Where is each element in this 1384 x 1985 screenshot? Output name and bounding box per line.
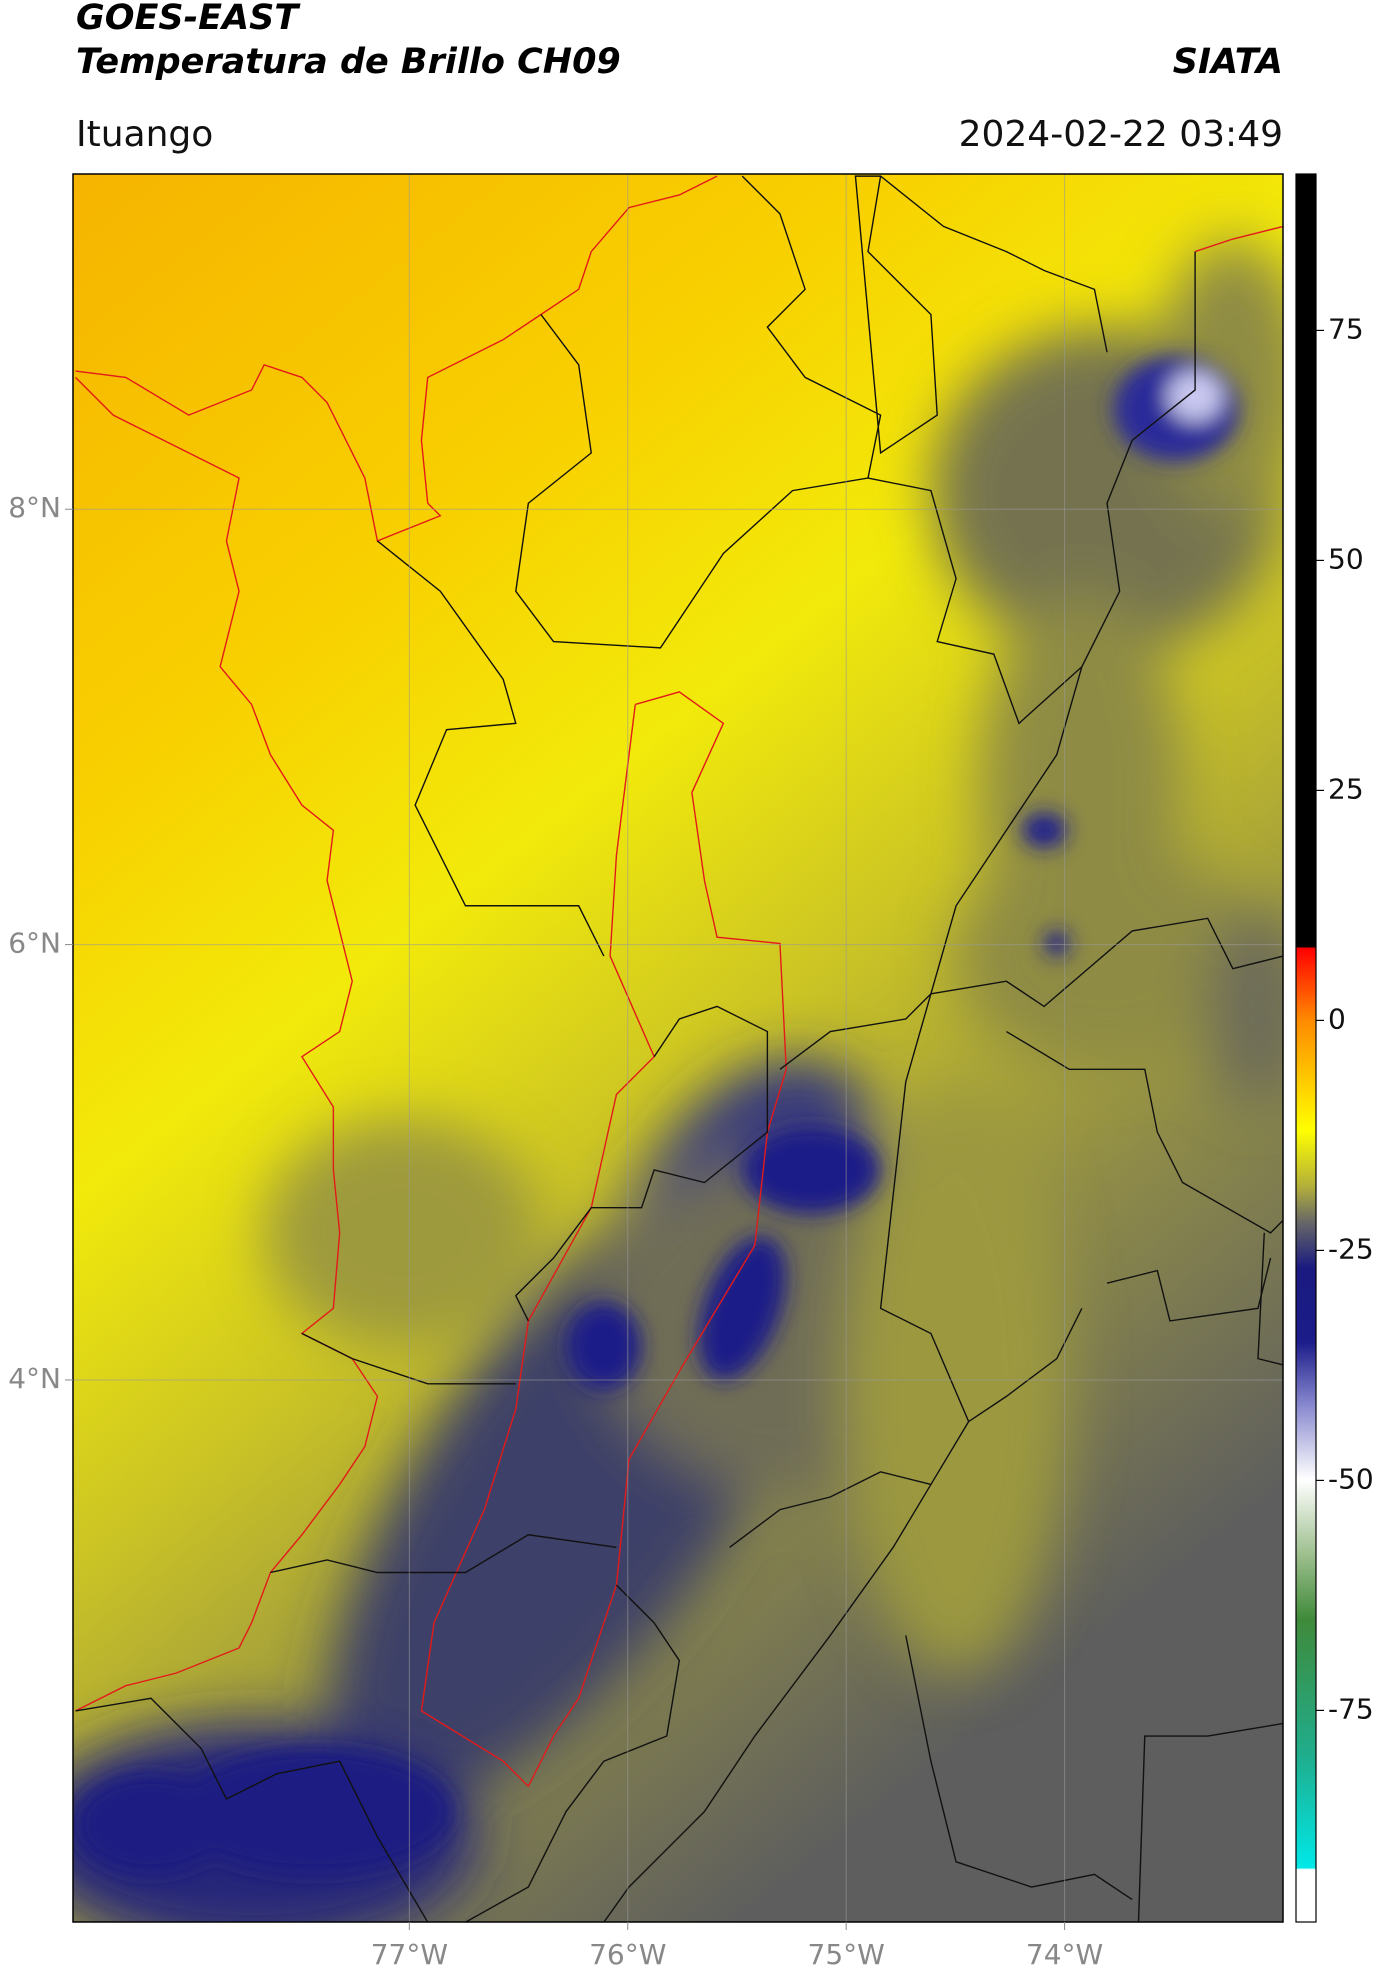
lat-tick-label: 8°N [8,491,61,524]
title: GOES-EAST [76,0,301,38]
colorbar-tick-label: 0 [1328,1002,1346,1035]
cloud-features [73,176,1283,1922]
colorbar-tick-label: -75 [1328,1692,1374,1725]
lat-tick-label: 4°N [8,1362,61,1395]
grid [73,174,1283,1922]
location: Ituango [76,114,213,155]
lat-tick-label: 6°N [8,927,61,960]
source: SIATA [1173,42,1283,82]
colorbar [1295,173,1317,1923]
lon-tick-label: 76°W [589,1938,666,1971]
lon-tick-label: 77°W [371,1938,448,1971]
colorbar-tick-label: 50 [1328,542,1364,575]
colorbar-tick-label: 25 [1328,772,1364,805]
map-frame [72,173,1284,1923]
colorbar-tick-label: 75 [1328,312,1364,345]
lon-tick-label: 74°W [1026,1938,1103,1971]
lon-tick-label: 75°W [808,1938,885,1971]
colorbar-tick-label: -50 [1328,1462,1374,1495]
colorbar-tick-label: -25 [1328,1232,1374,1265]
subtitle: Temperatura de Brillo CH09 [76,42,621,82]
datetime: 2024-02-22 03:49 [959,114,1283,155]
map-field [73,174,1283,1922]
